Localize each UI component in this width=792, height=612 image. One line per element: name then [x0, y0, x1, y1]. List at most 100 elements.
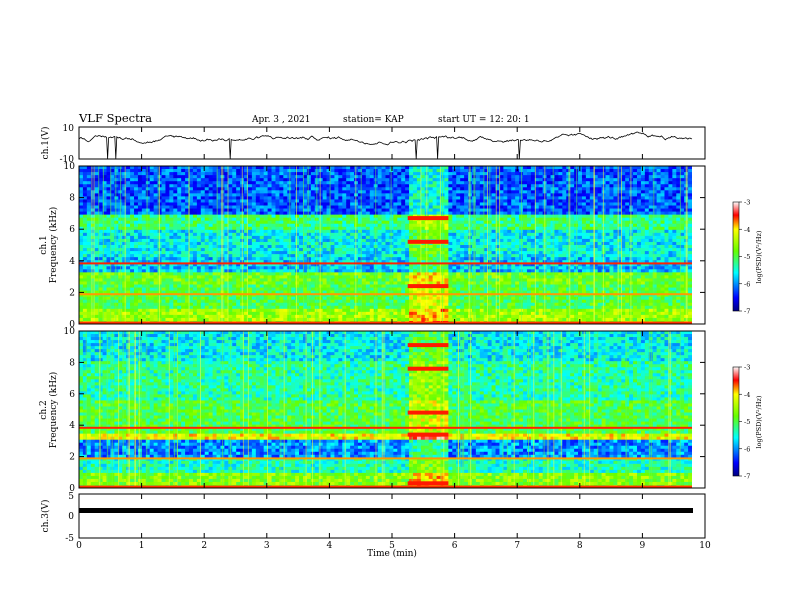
spectrogram-cell: [177, 223, 182, 228]
spectrogram-cell: [401, 281, 406, 285]
spectrogram-cell: [428, 317, 434, 322]
spectrogram-cell: [416, 229, 422, 234]
spectrogram-cell: [346, 166, 351, 170]
spectrogram-cell: [82, 245, 88, 249]
spectrogram-cell: [275, 229, 280, 234]
spectrogram-cell: [122, 290, 127, 295]
spectrogram-cell: [204, 181, 210, 185]
spectrogram-cell: [326, 293, 331, 298]
spectrogram-cell: [306, 257, 312, 261]
spectrogram-cell: [405, 235, 410, 240]
spectrogram-cell: [212, 208, 217, 212]
spectrogram-cell: [181, 305, 186, 310]
spectrogram-cell: [185, 290, 190, 295]
spectrogram-cell: [130, 229, 135, 234]
spectrogram-cell: [137, 229, 143, 234]
spectrogram-cell: [130, 193, 135, 197]
spectrogram-cell: [381, 217, 386, 222]
spectrogram-cell: [82, 275, 88, 279]
spectrogram-cell: [259, 172, 265, 176]
spectrogram-cell: [385, 229, 390, 234]
spectrogram-cell: [338, 275, 343, 279]
spectrogram-cell: [232, 272, 237, 276]
spectrogram-cell: [299, 199, 304, 203]
spectrogram-cell: [212, 266, 217, 270]
spectrogram-cell: [291, 269, 296, 273]
spectrogram-cell: [122, 287, 127, 291]
spectrogram-cell: [291, 278, 296, 282]
spectrogram-cell: [326, 241, 331, 246]
spectrogram-cell: [161, 178, 166, 182]
spectrogram-cell: [346, 214, 351, 219]
spectrogram-cell: [232, 166, 237, 170]
spectrogram-cell: [409, 296, 414, 301]
spectrogram-cell: [110, 199, 115, 203]
spectrogram-cell: [185, 278, 190, 282]
spectrogram-cell: [409, 257, 414, 261]
spectrogram-cell: [82, 251, 88, 255]
spectrogram-cell: [126, 311, 131, 316]
spectrogram-cell: [141, 311, 147, 316]
spectrogram-cell: [177, 211, 182, 216]
spectrogram-cell: [361, 226, 367, 231]
spectrogram-cell: [326, 193, 331, 197]
spectrogram-cell: [255, 311, 261, 316]
spectrogram-cell: [255, 269, 261, 273]
spectrogram-cell: [173, 166, 178, 170]
spectrogram-cell: [369, 241, 375, 246]
spectrogram-cell: [346, 245, 351, 249]
spectrogram-cell: [365, 248, 371, 252]
spectrogram-cell: [82, 217, 88, 222]
spectrogram-cell: [310, 308, 316, 313]
spectrogram-cell: [251, 293, 257, 298]
spectrogram-cell: [409, 248, 414, 252]
spectrogram-cell: [177, 178, 182, 182]
spectrogram-cell: [381, 235, 386, 240]
spectrogram-cell: [357, 232, 363, 237]
spectrogram-cell: [153, 287, 158, 291]
spectrogram-cell: [200, 229, 206, 234]
spectrogram-cell: [134, 181, 139, 185]
spectrogram-cell: [306, 205, 312, 209]
spectrogram-cell: [334, 196, 339, 200]
spectrogram-cell: [192, 263, 198, 267]
spectrogram-cell: [173, 172, 178, 176]
spectrogram-cell: [216, 290, 221, 295]
spectrogram-cell: [401, 308, 406, 313]
spectrogram-cell: [94, 266, 100, 270]
spectrogram-cell: [409, 172, 414, 176]
spectrogram-cell: [346, 254, 351, 258]
spectrogram-cell: [334, 169, 339, 173]
spectrogram-cell: [342, 251, 347, 255]
spectrogram-cell: [338, 254, 343, 258]
spectrogram-cell: [161, 184, 166, 188]
spectrogram-cell: [126, 217, 131, 222]
spectrogram-cell: [271, 166, 276, 170]
spectrogram-cell: [381, 220, 386, 225]
spectrogram-cell: [369, 220, 375, 225]
spectrogram-cell: [334, 178, 339, 182]
spectrogram-cell: [228, 272, 233, 276]
spectrogram-cell: [361, 208, 367, 212]
spectrogram-cell: [228, 217, 233, 222]
spectrogram-cell: [200, 193, 206, 197]
spectrogram-cell: [204, 269, 210, 273]
spectrogram-cell: [334, 238, 339, 243]
spectrogram-cell: [189, 190, 194, 194]
spectrogram-cell: [295, 226, 300, 231]
spectrogram-cell: [291, 217, 296, 222]
spectrogram-cell: [318, 311, 324, 316]
spectrogram-cell: [255, 205, 261, 209]
spectrogram-cell: [385, 296, 390, 301]
spectrogram-cell: [149, 254, 155, 258]
spectrogram-cell: [137, 272, 143, 276]
spectrogram-cell: [224, 269, 229, 273]
spectrogram-cell: [247, 214, 253, 219]
spectrogram-cell: [224, 202, 229, 206]
spectrogram-cell: [428, 205, 434, 209]
spectrogram-cell: [94, 229, 100, 234]
spectrogram-cell: [377, 260, 382, 264]
spectrogram-cell: [200, 166, 206, 170]
spectrogram-cell: [432, 302, 437, 307]
spectrogram-cell: [247, 217, 253, 222]
